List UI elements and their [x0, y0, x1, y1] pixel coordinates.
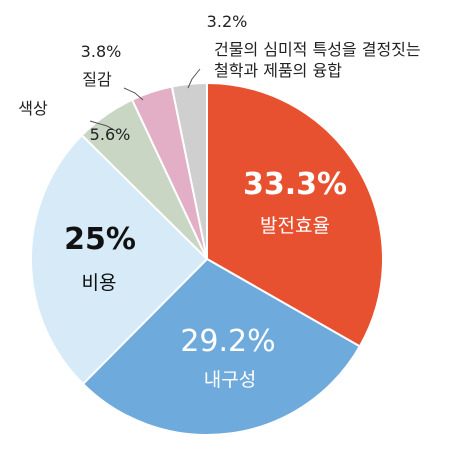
- slice-value-label-5: 3.8%: [81, 42, 122, 61]
- slice-value-label-3: 25%: [64, 222, 136, 257]
- leader-line-6: [187, 68, 201, 89]
- slice-category-label-6-line-2: 철학과 제품의 융합: [214, 61, 342, 80]
- slice-category-label-4: 색상: [18, 99, 48, 118]
- slice-value-label-2: 29.2%: [180, 324, 275, 359]
- pie-slice-2: [81, 257, 362, 436]
- pie-slice-1: [206, 81, 384, 348]
- leader-line-4: [89, 120, 117, 132]
- slice-category-label-3: 비용: [82, 272, 117, 294]
- slice-category-label-6-line-1: 건물의 심미적 특성을 결정짓는: [214, 40, 421, 59]
- slice-value-label-4: 5.6%: [90, 125, 131, 144]
- slice-category-label-2: 내구성: [204, 369, 256, 391]
- slice-value-label-1: 33.3%: [243, 167, 347, 202]
- pie-slice-3: [30, 133, 209, 386]
- leader-line-5: [123, 87, 144, 101]
- slice-category-label-5: 질감: [82, 70, 112, 89]
- slice-category-label-1: 발전효율: [260, 215, 330, 237]
- slice-value-label-6: 3.2%: [207, 12, 248, 31]
